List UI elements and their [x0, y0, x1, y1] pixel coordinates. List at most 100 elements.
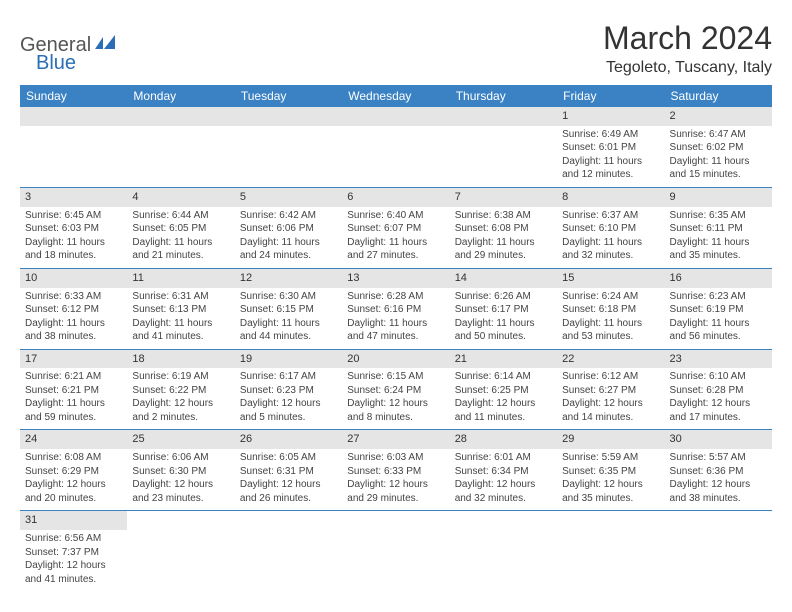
- day-number: 21: [450, 350, 557, 369]
- sunset-text: Sunset: 6:03 PM: [25, 222, 122, 236]
- calendar-week-row: 10Sunrise: 6:33 AMSunset: 6:12 PMDayligh…: [20, 268, 772, 349]
- daylight-text: Daylight: 12 hours and 14 minutes.: [562, 397, 659, 424]
- calendar-day-cell: [235, 511, 342, 591]
- calendar-day-cell: 1Sunrise: 6:49 AMSunset: 6:01 PMDaylight…: [557, 107, 664, 187]
- day-number: 8: [557, 188, 664, 207]
- sunset-text: Sunset: 6:02 PM: [670, 141, 767, 155]
- calendar-day-cell: 22Sunrise: 6:12 AMSunset: 6:27 PMDayligh…: [557, 349, 664, 430]
- daylight-text: Daylight: 11 hours and 50 minutes.: [455, 317, 552, 344]
- day-number: 12: [235, 269, 342, 288]
- calendar-day-cell: 23Sunrise: 6:10 AMSunset: 6:28 PMDayligh…: [665, 349, 772, 430]
- daylight-text: Daylight: 11 hours and 12 minutes.: [562, 155, 659, 182]
- day-info: Sunrise: 6:06 AMSunset: 6:30 PMDaylight:…: [132, 451, 229, 505]
- daylight-text: Daylight: 11 hours and 21 minutes.: [132, 236, 229, 263]
- day-info: Sunrise: 6:30 AMSunset: 6:15 PMDaylight:…: [240, 290, 337, 344]
- day-number: 23: [665, 350, 772, 369]
- day-info: Sunrise: 6:19 AMSunset: 6:22 PMDaylight:…: [132, 370, 229, 424]
- calendar-table: Sunday Monday Tuesday Wednesday Thursday…: [20, 85, 772, 591]
- day-header: Saturday: [665, 85, 772, 107]
- day-info: Sunrise: 6:05 AMSunset: 6:31 PMDaylight:…: [240, 451, 337, 505]
- calendar-day-cell: [342, 107, 449, 187]
- calendar-day-cell: 12 Sunrise: 6:30 AMSunset: 6:15 PMDayligh…: [235, 268, 342, 349]
- calendar-day-cell: 24Sunrise: 6:08 AMSunset: 6:29 PMDayligh…: [20, 430, 127, 511]
- day-info: Sunrise: 6:08 AMSunset: 6:29 PMDaylight:…: [25, 451, 122, 505]
- day-info: Sunrise: 6:49 AMSunset: 6:01 PMDaylight:…: [562, 128, 659, 182]
- day-number: 15: [557, 269, 664, 288]
- day-number: 28: [450, 430, 557, 449]
- daylight-text: Daylight: 12 hours and 29 minutes.: [347, 478, 444, 505]
- sunrise-text: Sunrise: 6:35 AM: [670, 209, 767, 223]
- sunset-text: Sunset: 6:34 PM: [455, 465, 552, 479]
- empty-daynum: [235, 107, 342, 126]
- day-info: Sunrise: 6:31 AMSunset: 6:13 PMDaylight:…: [132, 290, 229, 344]
- calendar-day-cell: [127, 107, 234, 187]
- calendar-day-cell: 28Sunrise: 6:01 AMSunset: 6:34 PMDayligh…: [450, 430, 557, 511]
- calendar-day-cell: [20, 107, 127, 187]
- sunset-text: Sunset: 6:01 PM: [562, 141, 659, 155]
- calendar-day-cell: 11Sunrise: 6:31 AMSunset: 6:13 PMDayligh…: [127, 268, 234, 349]
- sunset-text: Sunset: 6:06 PM: [240, 222, 337, 236]
- sunrise-text: Sunrise: 6:17 AM: [240, 370, 337, 384]
- calendar-day-cell: 17Sunrise: 6:21 AMSunset: 6:21 PMDayligh…: [20, 349, 127, 430]
- sunrise-text: Sunrise: 6:26 AM: [455, 290, 552, 304]
- day-info: Sunrise: 6:28 AMSunset: 6:16 PMDaylight:…: [347, 290, 444, 344]
- sunset-text: Sunset: 6:23 PM: [240, 384, 337, 398]
- calendar-day-cell: [665, 511, 772, 591]
- sunset-text: Sunset: 6:31 PM: [240, 465, 337, 479]
- sunrise-text: Sunrise: 6:15 AM: [347, 370, 444, 384]
- day-info: Sunrise: 6:40 AMSunset: 6:07 PMDaylight:…: [347, 209, 444, 263]
- day-info: Sunrise: 6:15 AMSunset: 6:24 PMDaylight:…: [347, 370, 444, 424]
- daylight-text: Daylight: 11 hours and 15 minutes.: [670, 155, 767, 182]
- title-block: March 2024 Tegoleto, Tuscany, Italy: [603, 20, 772, 77]
- day-info: Sunrise: 6:35 AMSunset: 6:11 PMDaylight:…: [670, 209, 767, 263]
- sunrise-text: Sunrise: 6:06 AM: [132, 451, 229, 465]
- day-info: Sunrise: 6:03 AMSunset: 6:33 PMDaylight:…: [347, 451, 444, 505]
- day-number: 26: [235, 430, 342, 449]
- day-header: Monday: [127, 85, 234, 107]
- day-number: 30: [665, 430, 772, 449]
- day-number: 4: [127, 188, 234, 207]
- day-header: Tuesday: [235, 85, 342, 107]
- calendar-day-cell: 18Sunrise: 6:19 AMSunset: 6:22 PMDayligh…: [127, 349, 234, 430]
- day-number: 14: [450, 269, 557, 288]
- sunset-text: Sunset: 6:17 PM: [455, 303, 552, 317]
- day-number: 3: [20, 188, 127, 207]
- sunset-text: Sunset: 6:07 PM: [347, 222, 444, 236]
- calendar-week-row: 1Sunrise: 6:49 AMSunset: 6:01 PMDaylight…: [20, 107, 772, 187]
- calendar-day-cell: 4 Sunrise: 6:44 AMSunset: 6:05 PMDaylight…: [127, 187, 234, 268]
- daylight-text: Daylight: 11 hours and 38 minutes.: [25, 317, 122, 344]
- calendar-week-row: 31Sunrise: 6:56 AMSunset: 7:37 PMDayligh…: [20, 511, 772, 591]
- day-number: 19: [235, 350, 342, 369]
- sunset-text: Sunset: 6:08 PM: [455, 222, 552, 236]
- calendar-day-cell: 16Sunrise: 6:23 AMSunset: 6:19 PMDayligh…: [665, 268, 772, 349]
- day-info: Sunrise: 6:44 AMSunset: 6:05 PMDaylight:…: [132, 209, 229, 263]
- sunset-text: Sunset: 6:11 PM: [670, 222, 767, 236]
- calendar-day-cell: 31Sunrise: 6:56 AMSunset: 7:37 PMDayligh…: [20, 511, 127, 591]
- day-info: Sunrise: 6:12 AMSunset: 6:27 PMDaylight:…: [562, 370, 659, 424]
- calendar-day-cell: 29Sunrise: 5:59 AMSunset: 6:35 PMDayligh…: [557, 430, 664, 511]
- sunrise-text: Sunrise: 6:37 AM: [562, 209, 659, 223]
- day-info: Sunrise: 6:17 AMSunset: 6:23 PMDaylight:…: [240, 370, 337, 424]
- day-number: 16: [665, 269, 772, 288]
- day-info: Sunrise: 6:21 AMSunset: 6:21 PMDaylight:…: [25, 370, 122, 424]
- calendar-day-cell: [557, 511, 664, 591]
- sunrise-text: Sunrise: 6:28 AM: [347, 290, 444, 304]
- day-info: Sunrise: 5:59 AMSunset: 6:35 PMDaylight:…: [562, 451, 659, 505]
- daylight-text: Daylight: 12 hours and 20 minutes.: [25, 478, 122, 505]
- day-number: 31: [20, 511, 127, 530]
- calendar-day-cell: 25Sunrise: 6:06 AMSunset: 6:30 PMDayligh…: [127, 430, 234, 511]
- daylight-text: Daylight: 11 hours and 59 minutes.: [25, 397, 122, 424]
- calendar-day-cell: 8 Sunrise: 6:37 AMSunset: 6:10 PMDaylight…: [557, 187, 664, 268]
- sunset-text: Sunset: 6:22 PM: [132, 384, 229, 398]
- day-number: 7: [450, 188, 557, 207]
- calendar-day-cell: 14 Sunrise: 6:26 AMSunset: 6:17 PMDayligh…: [450, 268, 557, 349]
- day-info: Sunrise: 6:37 AMSunset: 6:10 PMDaylight:…: [562, 209, 659, 263]
- sunset-text: Sunset: 6:33 PM: [347, 465, 444, 479]
- daylight-text: Daylight: 11 hours and 53 minutes.: [562, 317, 659, 344]
- sunrise-text: Sunrise: 6:03 AM: [347, 451, 444, 465]
- sunrise-text: Sunrise: 6:56 AM: [25, 532, 122, 546]
- sunrise-text: Sunrise: 6:14 AM: [455, 370, 552, 384]
- page-header: General March 2024 Tegoleto, Tuscany, It…: [20, 20, 772, 77]
- sunset-text: Sunset: 6:24 PM: [347, 384, 444, 398]
- sunset-text: Sunset: 6:19 PM: [670, 303, 767, 317]
